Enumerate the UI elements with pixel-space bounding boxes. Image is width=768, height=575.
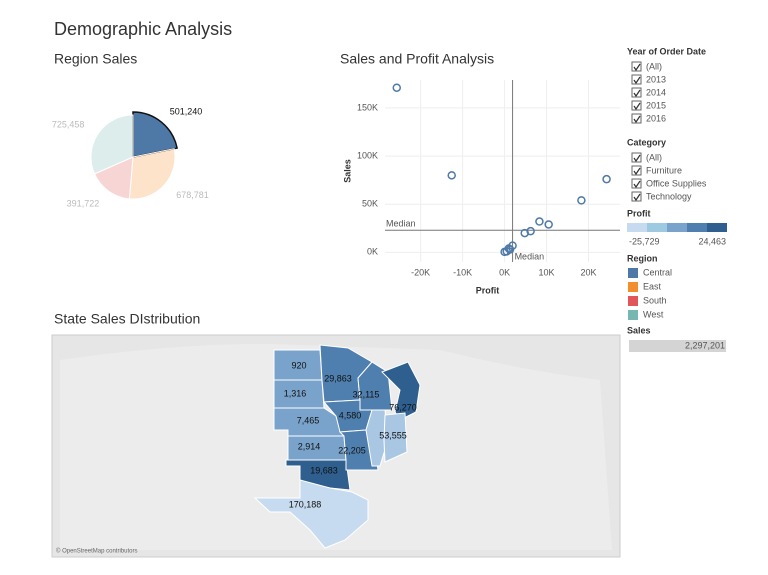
- check-mark: [633, 193, 641, 202]
- x-axis-label: Profit: [476, 285, 500, 295]
- map-credit: © OpenStreetMap contributors: [56, 548, 137, 555]
- scatter-title: Sales and Profit Analysis: [340, 51, 494, 67]
- scatter-point: [544, 220, 553, 229]
- pie-slice: [128, 148, 176, 200]
- x-tick-label: -10K: [453, 267, 472, 277]
- legend-title: Sales: [627, 325, 651, 335]
- legend-title: Profit: [627, 208, 651, 218]
- check-mark: [633, 102, 641, 111]
- pie-title: Region Sales: [54, 51, 137, 67]
- filter-item: (All): [646, 61, 662, 71]
- filter-item: 2016: [646, 113, 666, 123]
- pie-slice: [132, 111, 178, 158]
- check-mark: [633, 115, 641, 124]
- state-label: 53,555: [379, 430, 407, 440]
- legend-swatch: [628, 310, 638, 320]
- checkbox[interactable]: [631, 100, 642, 111]
- legend-swatch: [687, 223, 707, 232]
- legend-item: East: [643, 281, 662, 291]
- check-mark: [633, 76, 641, 85]
- filter-title: Category: [627, 137, 666, 147]
- check-mark: [633, 180, 641, 189]
- legend-swatch: [628, 268, 638, 278]
- pie-label: 391,722: [67, 199, 100, 209]
- state: [381, 361, 421, 421]
- checkbox[interactable]: [631, 191, 642, 202]
- scatter-point: [577, 196, 586, 205]
- pie-slice: [90, 114, 134, 175]
- state-label: 76,270: [389, 402, 417, 412]
- filter-title: Year of Order Date: [627, 46, 706, 56]
- pie-label: 725,458: [52, 120, 85, 130]
- check-mark: [633, 63, 641, 72]
- legend-swatch: [647, 223, 667, 232]
- legend-max: 24,463: [698, 236, 726, 246]
- state: [383, 412, 408, 463]
- state-label: 19,683: [310, 465, 338, 475]
- check-mark: [633, 167, 641, 176]
- state-label: 7,465: [297, 415, 320, 425]
- pie-label: 501,240: [170, 106, 203, 116]
- checkbox[interactable]: [631, 87, 642, 98]
- median-label: Median: [515, 251, 545, 261]
- y-tick-label: 50K: [362, 199, 378, 209]
- scatter-point: [602, 174, 611, 184]
- legend-min: -25,729: [629, 236, 660, 246]
- legend-swatch: [628, 282, 638, 292]
- state-label: 22,205: [338, 445, 366, 455]
- filter-item: 2013: [646, 74, 666, 84]
- checkbox[interactable]: [631, 61, 642, 72]
- legend-swatch: [628, 296, 638, 306]
- state-label: 170,188: [289, 499, 322, 509]
- filter-item: 2014: [646, 87, 666, 97]
- state-label: 29,863: [324, 373, 352, 383]
- filter-item: Office Supplies: [646, 178, 707, 188]
- sales-label: 2,297,201: [685, 340, 725, 350]
- legend-swatch: [707, 223, 727, 232]
- y-axis-label: Sales: [342, 159, 352, 183]
- scatter-point: [520, 228, 529, 238]
- legend-item: South: [643, 295, 667, 305]
- check-mark: [633, 89, 641, 98]
- filter-item: (All): [646, 152, 662, 162]
- y-tick-label: 100K: [357, 150, 378, 160]
- median-label: Median: [386, 219, 416, 229]
- checkbox[interactable]: [631, 113, 642, 124]
- filter-item: Furniture: [646, 165, 682, 175]
- state: [253, 466, 369, 549]
- scatter-point: [505, 245, 515, 254]
- state-label: 4,580: [339, 410, 362, 420]
- state-label: 920: [291, 360, 306, 370]
- checkbox[interactable]: [631, 152, 642, 163]
- checkbox[interactable]: [631, 74, 642, 85]
- filter-item: Technology: [646, 191, 692, 201]
- y-tick-label: 150K: [357, 102, 378, 112]
- checkbox[interactable]: [631, 178, 642, 189]
- check-mark: [633, 154, 641, 163]
- map-title: State Sales DIstribution: [54, 311, 200, 327]
- x-tick-label: -20K: [411, 267, 430, 277]
- x-tick-label: 10K: [539, 267, 555, 277]
- legend-item: West: [643, 309, 664, 319]
- pie-slice: [93, 156, 134, 200]
- scatter-point: [392, 83, 401, 92]
- filter-item: 2015: [646, 100, 666, 110]
- state-label: 2,914: [298, 441, 321, 451]
- legend-swatch: [667, 223, 687, 232]
- state-label: 1,316: [284, 388, 307, 398]
- legend-item: Central: [643, 267, 672, 277]
- checkbox[interactable]: [631, 165, 642, 176]
- scatter-point: [535, 217, 544, 226]
- y-tick-label: 0K: [367, 247, 378, 257]
- legend-swatch: [627, 223, 647, 232]
- state-label: 32,115: [353, 389, 380, 399]
- x-tick-label: 20K: [581, 267, 597, 277]
- dashboard-title: Demographic Analysis: [54, 19, 232, 39]
- scatter-point: [447, 171, 456, 180]
- x-tick-label: 0K: [499, 267, 510, 277]
- pie-label: 678,781: [176, 190, 209, 200]
- sales-bar: [629, 340, 726, 352]
- legend-title: Region: [627, 253, 658, 263]
